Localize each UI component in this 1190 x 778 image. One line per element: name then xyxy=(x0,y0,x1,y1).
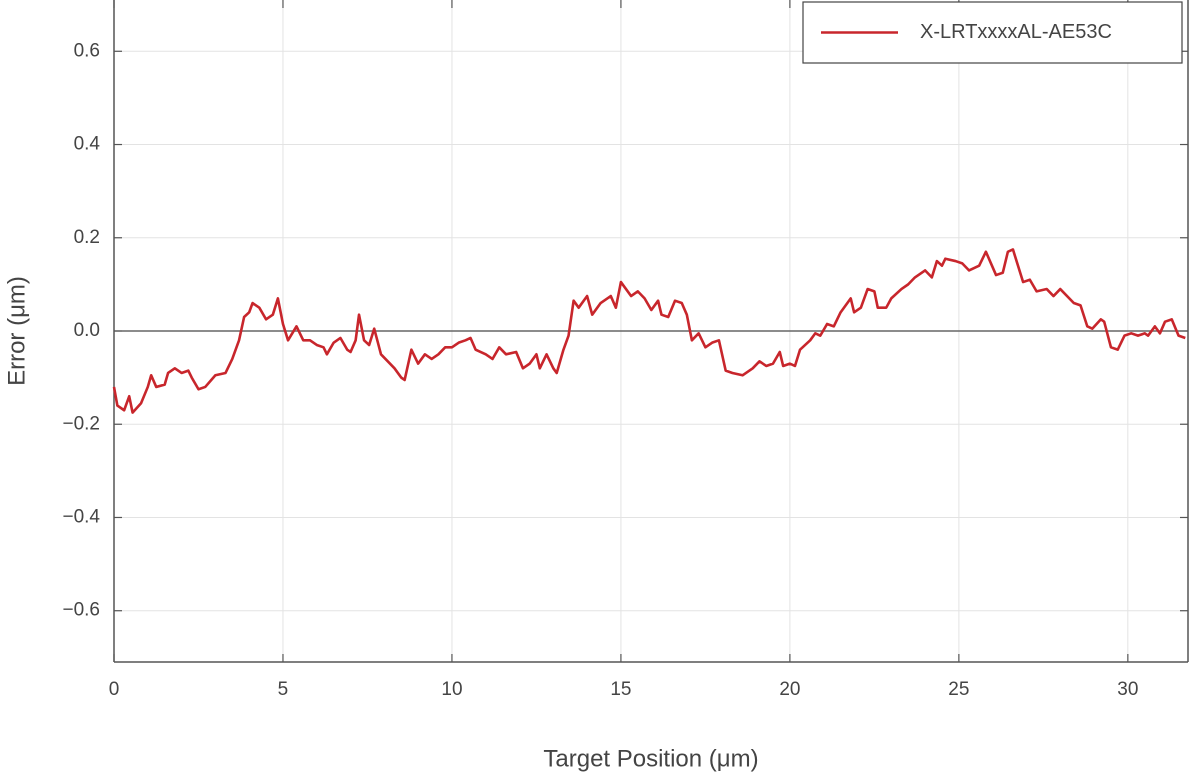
legend-label: X-LRTxxxxAL-AE53C xyxy=(920,21,1112,43)
y-tick-label: −0.6 xyxy=(62,600,100,621)
x-tick-label: 0 xyxy=(109,679,120,700)
x-tick-label: 10 xyxy=(441,679,462,700)
y-tick-label: 0.2 xyxy=(74,227,100,248)
x-tick-label: 5 xyxy=(278,679,289,700)
y-tick-label: 0.4 xyxy=(74,134,101,155)
x-tick-label: 25 xyxy=(948,679,969,700)
x-tick-label: 20 xyxy=(779,679,800,700)
x-axis-label: Target Position (μm) xyxy=(543,745,758,772)
x-tick-label: 15 xyxy=(610,679,631,700)
x-tick-label: 30 xyxy=(1117,679,1138,700)
y-axis-label: Error (μm) xyxy=(3,276,30,386)
y-tick-label: 0.6 xyxy=(74,40,100,61)
y-tick-label: −0.2 xyxy=(62,413,100,434)
y-tick-label: −0.4 xyxy=(62,506,100,527)
data-line xyxy=(112,248,1186,414)
y-tick-label: 0.0 xyxy=(74,320,100,341)
